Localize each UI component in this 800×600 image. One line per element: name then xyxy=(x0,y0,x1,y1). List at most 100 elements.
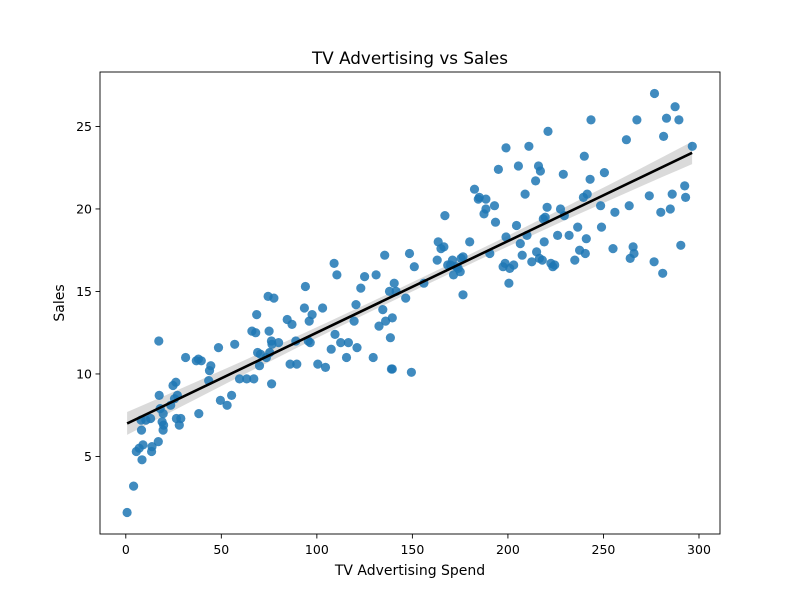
x-tick-label: 50 xyxy=(213,542,229,557)
data-point xyxy=(387,364,397,374)
data-point xyxy=(147,442,157,452)
x-tick-label: 200 xyxy=(496,542,520,557)
data-point xyxy=(153,437,163,447)
data-point xyxy=(681,192,691,202)
data-point xyxy=(307,310,317,320)
x-tick-label: 300 xyxy=(687,542,711,557)
data-point xyxy=(352,343,362,353)
data-point xyxy=(624,201,634,211)
data-point xyxy=(196,356,206,366)
data-point xyxy=(194,409,204,419)
data-point xyxy=(579,151,589,161)
data-point xyxy=(159,420,169,430)
data-point xyxy=(313,359,323,369)
data-point xyxy=(401,293,411,303)
data-point xyxy=(154,336,164,346)
data-point xyxy=(531,176,541,186)
data-point xyxy=(582,189,592,199)
data-point xyxy=(581,234,591,244)
data-point xyxy=(659,131,669,141)
regression-line xyxy=(126,151,693,425)
data-point xyxy=(387,313,397,323)
data-point xyxy=(356,283,366,293)
data-point xyxy=(558,169,568,179)
y-tick-label: 15 xyxy=(76,284,92,299)
data-point xyxy=(465,237,475,247)
data-point xyxy=(585,174,595,184)
data-point xyxy=(368,352,378,363)
data-point xyxy=(305,338,315,348)
data-point xyxy=(129,481,139,491)
data-point xyxy=(378,305,388,315)
data-point xyxy=(234,374,245,384)
data-point xyxy=(513,161,524,171)
data-point xyxy=(621,135,632,145)
data-point xyxy=(360,272,370,282)
data-point xyxy=(658,268,668,278)
data-point xyxy=(154,390,164,400)
data-point xyxy=(343,338,353,348)
data-point xyxy=(537,255,547,265)
data-point xyxy=(206,361,216,371)
data-point xyxy=(520,189,530,199)
data-point xyxy=(300,281,310,292)
data-point xyxy=(656,207,666,217)
data-point xyxy=(550,260,560,270)
data-point xyxy=(509,260,519,270)
data-point xyxy=(599,168,610,178)
data-point xyxy=(586,115,596,125)
data-point xyxy=(242,374,252,384)
data-point xyxy=(570,255,580,265)
data-point xyxy=(504,278,514,288)
data-point xyxy=(332,270,342,280)
data-point xyxy=(458,252,468,262)
data-point xyxy=(137,455,147,465)
data-point xyxy=(384,286,395,296)
data-point xyxy=(661,113,672,123)
data-point xyxy=(318,303,328,313)
data-point xyxy=(564,230,574,240)
data-point xyxy=(515,239,525,249)
data-point xyxy=(455,267,465,277)
data-point xyxy=(122,507,132,518)
data-point xyxy=(676,240,686,250)
data-point xyxy=(540,212,550,222)
data-point xyxy=(440,211,450,221)
data-point xyxy=(687,141,697,151)
data-point xyxy=(326,344,336,354)
data-point xyxy=(330,329,340,339)
data-point xyxy=(269,293,279,303)
y-tick-label: 25 xyxy=(76,119,92,134)
chart-title: TV Advertising vs Sales xyxy=(311,48,508,68)
data-point xyxy=(227,390,237,400)
data-point xyxy=(389,278,399,288)
data-point xyxy=(230,339,240,349)
data-point xyxy=(610,207,620,217)
data-point xyxy=(215,395,225,405)
data-point xyxy=(644,191,654,201)
data-point xyxy=(632,115,642,125)
data-point xyxy=(138,440,148,450)
data-point xyxy=(292,359,302,369)
plot-frame xyxy=(99,71,721,535)
data-point xyxy=(371,270,381,280)
x-tick-label: 0 xyxy=(122,542,130,557)
data-point xyxy=(432,255,442,265)
y-tick-label: 10 xyxy=(76,366,92,381)
data-point xyxy=(539,237,549,247)
data-point xyxy=(501,143,511,153)
data-point xyxy=(649,257,659,267)
data-point xyxy=(404,248,415,259)
data-point xyxy=(336,338,346,348)
data-point xyxy=(285,359,295,369)
data-point xyxy=(493,164,503,174)
scatter-points xyxy=(122,88,697,518)
data-point xyxy=(511,220,522,231)
data-point xyxy=(573,222,583,232)
data-point xyxy=(351,300,361,310)
x-axis-ticks: 0 50 100 150 200 250 300 xyxy=(122,534,711,557)
data-point xyxy=(596,201,606,211)
data-point xyxy=(213,343,224,353)
data-point xyxy=(501,232,511,242)
